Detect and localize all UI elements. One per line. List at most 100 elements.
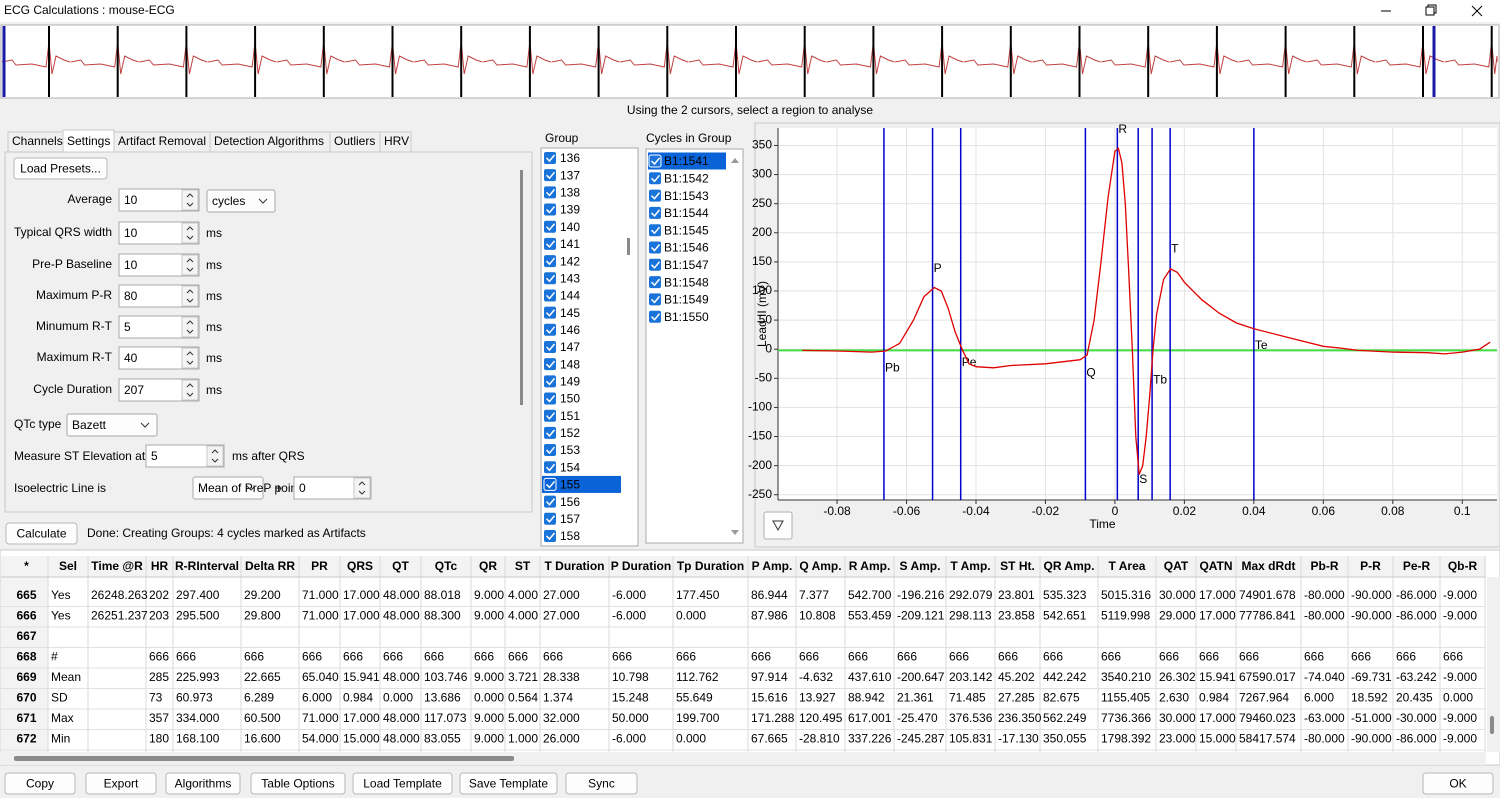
group-checkbox[interactable] (544, 393, 556, 405)
group-item[interactable]: 158 (560, 529, 580, 543)
group-item[interactable]: 153 (560, 443, 580, 457)
group-item[interactable]: 143 (560, 271, 580, 285)
group-checkbox[interactable] (544, 410, 556, 422)
group-item[interactable]: 152 (560, 426, 580, 440)
group-checkbox[interactable] (544, 272, 556, 284)
field-spinbox-arrows[interactable] (182, 380, 198, 400)
cycle-checkbox[interactable] (649, 259, 661, 271)
column-header[interactable]: Time @R (91, 559, 143, 573)
cycle-item[interactable]: B1:1549 (664, 293, 709, 307)
iso-spinbox-arrows[interactable] (354, 478, 370, 498)
cycle-checkbox[interactable] (649, 276, 661, 288)
group-checkbox[interactable] (544, 478, 556, 490)
group-item[interactable]: 156 (560, 495, 580, 509)
group-item[interactable]: 154 (560, 460, 580, 474)
column-header[interactable]: S Amp. (900, 559, 941, 573)
group-checkbox[interactable] (544, 255, 556, 267)
v-scroll-thumb[interactable] (1490, 716, 1494, 734)
column-header[interactable]: T Amp. (950, 559, 990, 573)
cycle-item[interactable]: B1:1547 (664, 258, 709, 272)
group-scroll-thumb[interactable] (627, 238, 630, 255)
group-item[interactable]: 136 (560, 151, 580, 165)
column-header[interactable]: P Duration (611, 559, 671, 573)
group-item[interactable]: 149 (560, 375, 580, 389)
cycle-checkbox[interactable] (649, 224, 661, 236)
column-header[interactable]: QT (392, 559, 409, 573)
field-spinbox-arrows[interactable] (182, 190, 198, 210)
group-checkbox[interactable] (544, 530, 556, 542)
h-scroll-thumb[interactable] (14, 756, 514, 761)
group-checkbox[interactable] (544, 427, 556, 439)
group-item[interactable]: 155 (560, 478, 580, 492)
column-header[interactable]: HR (151, 559, 169, 573)
column-header[interactable]: Sel (59, 559, 77, 573)
column-header[interactable]: Pe-R (1403, 559, 1431, 573)
field-spinbox-arrows[interactable] (182, 223, 198, 243)
cycle-checkbox[interactable] (649, 242, 661, 254)
field-spinbox-arrows[interactable] (182, 348, 198, 368)
field-spinbox-arrows[interactable] (182, 255, 198, 275)
group-checkbox[interactable] (544, 204, 556, 216)
group-item[interactable]: 137 (560, 168, 580, 182)
column-header[interactable]: QRS (347, 559, 373, 573)
group-item[interactable]: 150 (560, 392, 580, 406)
cycle-item[interactable]: B1:1541 (664, 154, 709, 168)
field-spinbox-arrows[interactable] (182, 286, 198, 306)
cycle-item[interactable]: B1:1545 (664, 223, 709, 237)
column-header[interactable]: Pb-R (1311, 559, 1339, 573)
group-item[interactable]: 141 (560, 237, 580, 251)
column-header[interactable]: QR Amp. (1044, 559, 1095, 573)
cycle-checkbox[interactable] (649, 155, 661, 167)
group-item[interactable]: 157 (560, 512, 580, 526)
group-item[interactable]: 138 (560, 186, 580, 200)
cycle-item[interactable]: B1:1543 (664, 189, 709, 203)
cycle-item[interactable]: B1:1542 (664, 171, 709, 185)
group-item[interactable]: 139 (560, 203, 580, 217)
group-item[interactable]: 148 (560, 357, 580, 371)
group-checkbox[interactable] (544, 238, 556, 250)
group-item[interactable]: 140 (560, 220, 580, 234)
group-checkbox[interactable] (544, 169, 556, 181)
column-header[interactable]: Qb-R (1448, 559, 1478, 573)
column-header[interactable]: QAT (1164, 559, 1189, 573)
group-checkbox[interactable] (544, 375, 556, 387)
cycle-checkbox[interactable] (649, 172, 661, 184)
column-header[interactable]: QATN (1199, 559, 1232, 573)
column-header[interactable]: R-RInterval (175, 559, 239, 573)
cycle-item[interactable]: B1:1548 (664, 275, 709, 289)
cycle-item[interactable]: B1:1550 (664, 310, 709, 324)
cycle-item[interactable]: B1:1546 (664, 241, 709, 255)
group-checkbox[interactable] (544, 324, 556, 336)
group-item[interactable]: 151 (560, 409, 580, 423)
column-header[interactable]: Delta RR (245, 559, 295, 573)
group-item[interactable]: 142 (560, 254, 580, 268)
cycle-checkbox[interactable] (649, 311, 661, 323)
cycle-checkbox[interactable] (649, 207, 661, 219)
group-item[interactable]: 144 (560, 289, 580, 303)
group-checkbox[interactable] (544, 289, 556, 301)
column-header[interactable]: ST (515, 559, 531, 573)
column-header[interactable]: * (24, 559, 29, 573)
column-header[interactable]: T Duration (545, 559, 605, 573)
group-item[interactable]: 146 (560, 323, 580, 337)
group-checkbox[interactable] (544, 341, 556, 353)
group-checkbox[interactable] (544, 444, 556, 456)
column-header[interactable]: ST Ht. (1000, 559, 1035, 573)
column-header[interactable]: QR (479, 559, 497, 573)
column-header[interactable]: R Amp. (849, 559, 891, 573)
group-checkbox[interactable] (544, 513, 556, 525)
group-checkbox[interactable] (544, 461, 556, 473)
st-spinbox-arrows[interactable] (207, 446, 223, 466)
column-header[interactable]: PR (311, 559, 328, 573)
group-item[interactable]: 145 (560, 306, 580, 320)
group-checkbox[interactable] (544, 307, 556, 319)
column-header[interactable]: QTc (435, 559, 458, 573)
column-header[interactable]: Max dRdt (1242, 559, 1296, 573)
group-checkbox[interactable] (544, 221, 556, 233)
column-header[interactable]: P Amp. (752, 559, 793, 573)
column-header[interactable]: T Area (1109, 559, 1146, 573)
column-header[interactable]: Q Amp. (799, 559, 841, 573)
group-checkbox[interactable] (544, 152, 556, 164)
field-spinbox-arrows[interactable] (182, 317, 198, 337)
group-item[interactable]: 147 (560, 340, 580, 354)
